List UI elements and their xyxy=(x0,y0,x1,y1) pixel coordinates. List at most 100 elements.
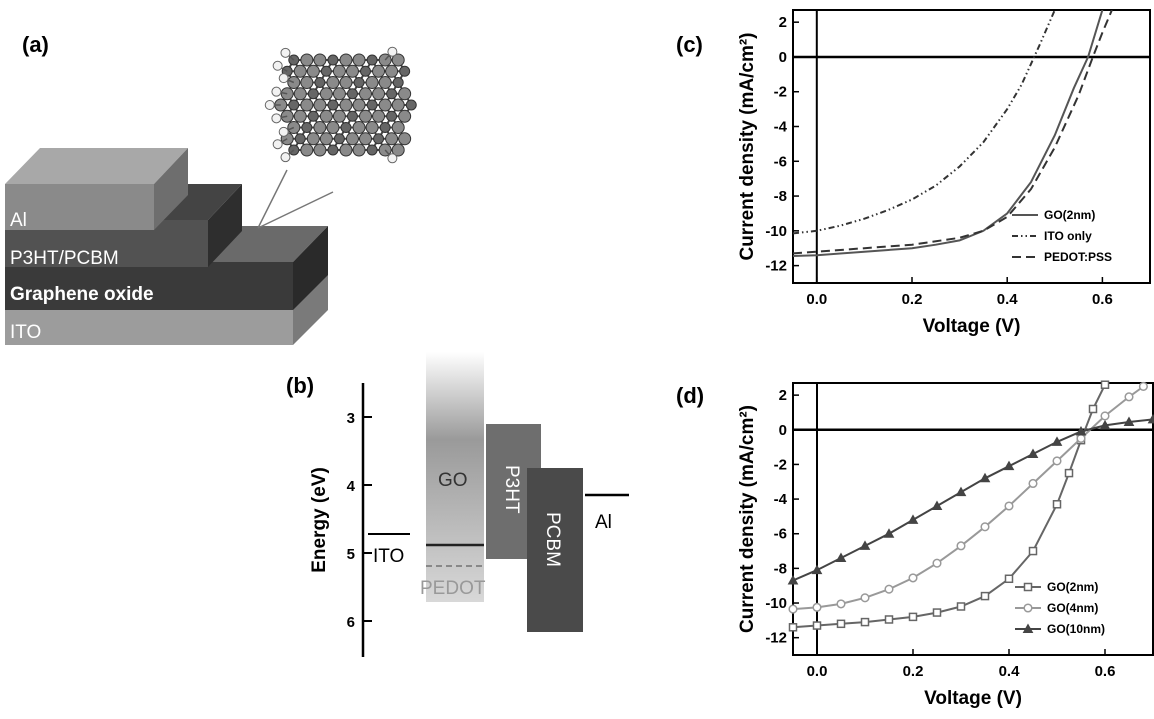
carbon-atom xyxy=(288,99,300,111)
carbon-atom xyxy=(385,132,399,146)
carbon-atom xyxy=(345,64,359,78)
carbon-atom xyxy=(313,121,327,134)
carbon-atom xyxy=(391,53,405,67)
hydrogen-atom xyxy=(271,113,282,124)
hydrogen-atom xyxy=(278,73,289,84)
carbon-atom xyxy=(398,87,412,101)
al-level-label: Al xyxy=(595,512,612,533)
carbon-atom xyxy=(326,121,340,134)
data-point-GO(10nm) xyxy=(955,486,967,497)
y-tick-label: -8 xyxy=(774,188,787,205)
ito-level-label: ITO xyxy=(373,546,404,567)
data-point-GO(10nm) xyxy=(979,472,991,483)
panel-a-label: (a) xyxy=(22,32,49,57)
data-point-GO(4nm) xyxy=(1028,478,1038,489)
series-line-ITO only xyxy=(793,10,1056,235)
data-point-GO(4nm) xyxy=(1100,411,1110,421)
carbon-atom xyxy=(300,143,314,157)
data-point-GO(10nm) xyxy=(787,574,799,585)
graphene-oxide-layer-label: Graphene oxide xyxy=(10,284,154,305)
data-point-GO(2nm) xyxy=(956,602,966,611)
carbon-atom xyxy=(306,132,320,146)
pcbm-block-label: PCBM xyxy=(542,512,563,567)
carbon-atom xyxy=(392,77,404,88)
panel-b: (b) Energy (eV) 3 4 5 6 ITO GO PEDOT P3H… xyxy=(286,352,629,657)
carbon-atom xyxy=(359,87,372,101)
carbon-atom xyxy=(314,77,326,88)
carbon-atom xyxy=(405,99,417,111)
carbon-atom xyxy=(327,99,339,111)
data-point-GO(10nm) xyxy=(931,500,943,511)
y-tick-label: -8 xyxy=(774,560,787,577)
hydrogen-atom xyxy=(272,139,283,150)
data-point-GO(10nm) xyxy=(1147,413,1154,424)
data-point-GO(4nm) xyxy=(1138,381,1148,392)
hydrogen-atom xyxy=(387,46,398,57)
panel-b-label: (b) xyxy=(286,373,314,398)
hydrogen-atom xyxy=(280,47,291,58)
carbon-atom xyxy=(378,76,392,89)
data-point-GO(2nm) xyxy=(812,621,822,630)
graphene-oxide-molecule xyxy=(264,46,417,164)
carbon-atom xyxy=(333,133,345,145)
carbon-atom xyxy=(327,54,339,66)
carbon-atom xyxy=(353,77,365,88)
data-point-GO(2nm) xyxy=(908,612,918,622)
carbon-atom xyxy=(293,64,307,78)
y-tick-label: 0 xyxy=(779,49,787,66)
legend-label: GO(2nm) xyxy=(1047,580,1098,594)
carbon-atom xyxy=(385,64,399,78)
y-tick-label: 2 xyxy=(779,387,787,404)
data-point-GO(2nm) xyxy=(1052,500,1062,509)
x-axis-label: Voltage (V) xyxy=(924,688,1022,709)
data-point-GO(10nm) xyxy=(1075,425,1087,436)
carbon-atom xyxy=(359,132,372,146)
carbon-atom xyxy=(391,121,405,134)
series-line-PEDOT:PSS xyxy=(793,10,1113,255)
data-point-GO(4nm) xyxy=(1004,501,1014,511)
carbon-atom xyxy=(313,143,327,157)
pointer-line xyxy=(257,169,288,229)
legend-label: ITO only xyxy=(1044,229,1092,243)
y-tick-label: -6 xyxy=(774,153,787,170)
energy-tick-label: 4 xyxy=(347,478,356,495)
carbon-atom xyxy=(366,144,378,156)
y-axis-label: Current density (mA/cm²) xyxy=(737,405,758,633)
carbon-atom xyxy=(398,132,412,146)
data-point-GO(10nm) xyxy=(1123,416,1135,426)
hydrogen-atom xyxy=(278,126,289,137)
hydrogen-atom xyxy=(280,152,291,163)
al-layer-label: Al xyxy=(10,210,27,231)
pedot-level-label: PEDOT xyxy=(420,578,486,599)
carbon-atom xyxy=(352,53,366,67)
data-point-GO(4nm) xyxy=(812,602,822,612)
y-tick-label: -10 xyxy=(765,223,787,240)
ito-layer-label: ITO xyxy=(10,322,41,343)
pointer-line xyxy=(257,191,334,229)
series-line-GO(4nm) xyxy=(793,385,1144,611)
data-point-GO(10nm) xyxy=(1051,436,1063,446)
data-point-GO(4nm) xyxy=(1052,456,1062,466)
carbon-atom xyxy=(293,87,307,101)
panel-a: (a) ITO Graphene oxide P3HT/PCBM Al xyxy=(5,32,417,345)
data-point-GO(10nm) xyxy=(907,514,919,524)
x-tick-label: 0.2 xyxy=(903,663,924,680)
panel-d: (d) 0.0 0.2 0.4 0.6 2 0 -2 -4 -6 -8 -10 -12 Voltage … xyxy=(676,380,1154,709)
y-tick-label: -6 xyxy=(774,526,787,543)
legend-marker xyxy=(1022,623,1034,633)
x-tick-label: 0.6 xyxy=(1092,291,1113,308)
data-point-GO(4nm) xyxy=(836,599,846,609)
data-point-GO(2nm) xyxy=(1028,546,1038,556)
legend-marker xyxy=(1023,603,1033,613)
carbon-atom xyxy=(326,76,340,89)
hydrogen-atom xyxy=(387,153,398,164)
carbon-atom xyxy=(332,64,346,78)
plot-frame xyxy=(792,9,1151,284)
carbon-atom xyxy=(332,87,346,101)
data-point-GO(10nm) xyxy=(859,540,871,550)
carbon-atom xyxy=(379,122,391,133)
data-point-GO(4nm) xyxy=(788,604,798,614)
data-point-GO(2nm) xyxy=(884,615,894,624)
hydrogen-atom xyxy=(271,86,282,97)
panel-d-label: (d) xyxy=(676,383,704,408)
